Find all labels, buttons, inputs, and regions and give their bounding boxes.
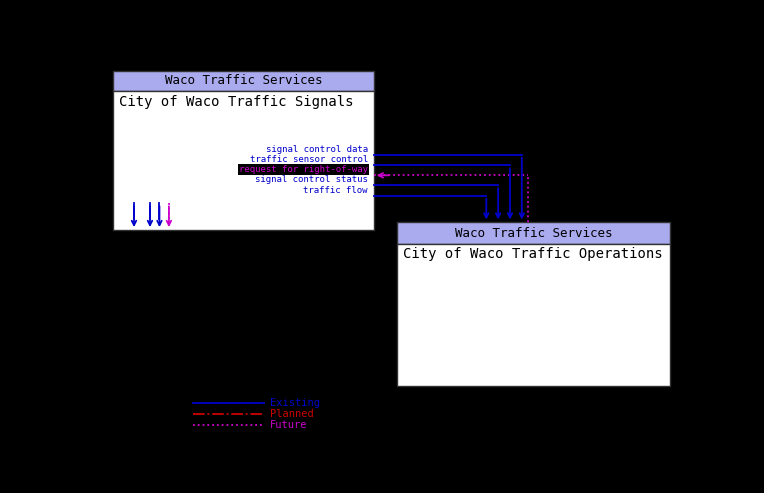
Text: Waco Traffic Services: Waco Traffic Services [455, 226, 613, 240]
Bar [113, 91, 374, 230]
Text: City of Waco Traffic Signals: City of Waco Traffic Signals [119, 95, 354, 109]
Text: Planned: Planned [270, 409, 314, 419]
Text: traffic flow: traffic flow [303, 186, 368, 195]
Text: signal control status: signal control status [255, 175, 368, 184]
Text: City of Waco Traffic Operations Center: City of Waco Traffic Operations Center [403, 247, 722, 261]
Bar [397, 244, 670, 386]
Text: traffic sensor control: traffic sensor control [250, 155, 368, 164]
Text: request for right-of-way: request for right-of-way [239, 165, 368, 174]
Bar [397, 222, 670, 244]
Text: signal control data: signal control data [266, 144, 368, 154]
Text: Future: Future [270, 421, 308, 430]
Text: Waco Traffic Services: Waco Traffic Services [165, 74, 322, 87]
Text: Existing: Existing [270, 398, 320, 408]
Bar [113, 70, 374, 91]
